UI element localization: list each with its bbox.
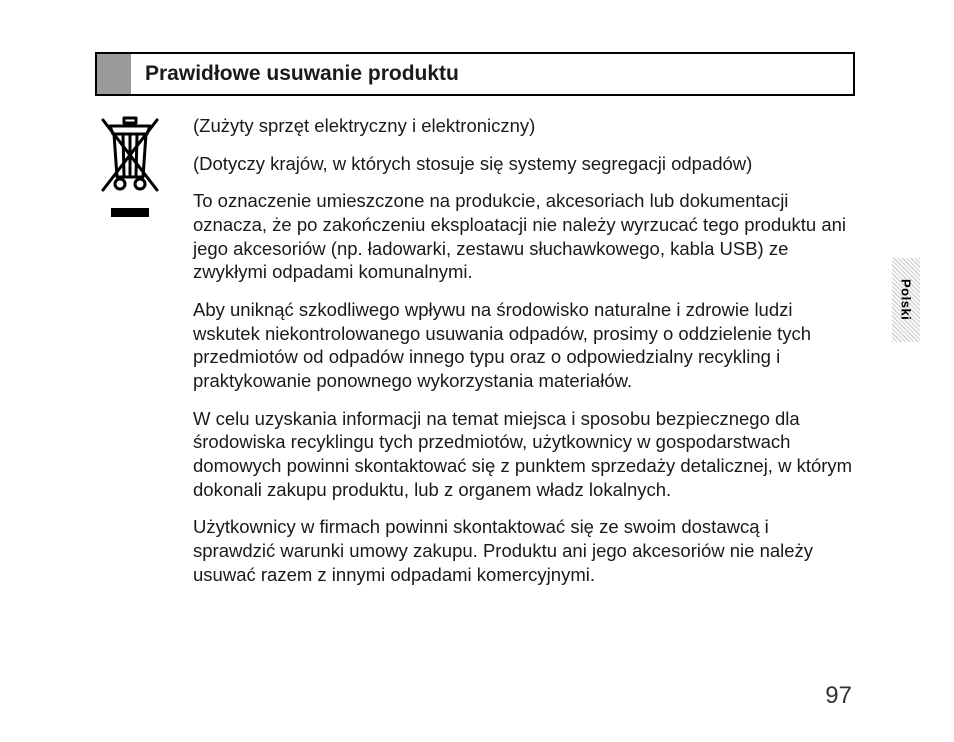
black-bar-icon — [111, 208, 149, 217]
document-page: Prawidłowe usuwanie produktu — [95, 52, 855, 600]
weee-crossed-bin-icon — [97, 114, 163, 194]
section-heading-box: Prawidłowe usuwanie produktu — [95, 52, 855, 96]
body-text: (Zużyty sprzęt elektryczny i elektronicz… — [193, 114, 855, 600]
page-number: 97 — [825, 682, 852, 710]
section-heading: Prawidłowe usuwanie produktu — [131, 54, 853, 94]
icon-column — [95, 114, 165, 600]
paragraph: Użytkownicy w firmach powinni skontaktow… — [193, 515, 855, 586]
side-tab-label: Polski — [899, 279, 914, 320]
paragraph: To oznaczenie umieszczone na produkcie, … — [193, 189, 855, 284]
language-side-tab: Polski — [892, 258, 920, 342]
paragraph: W celu uzyskania informacji na temat mie… — [193, 407, 855, 502]
paragraph: (Dotyczy krajów, w których stosuje się s… — [193, 152, 855, 176]
body-columns: (Zużyty sprzęt elektryczny i elektronicz… — [95, 114, 855, 600]
paragraph: Aby uniknąć szkodliwego wpływu na środow… — [193, 298, 855, 393]
heading-gray-block — [97, 54, 131, 94]
paragraph: (Zużyty sprzęt elektryczny i elektronicz… — [193, 114, 855, 138]
